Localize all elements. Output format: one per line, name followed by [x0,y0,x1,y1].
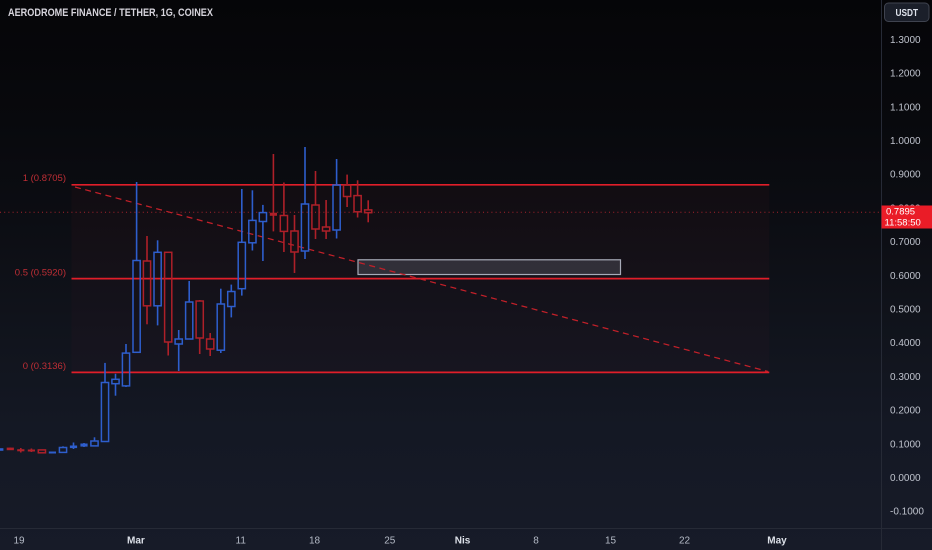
svg-text:May: May [767,536,787,547]
svg-text:0.4000: 0.4000 [890,338,921,349]
svg-text:0.2000: 0.2000 [890,406,921,417]
svg-text:0.7895: 0.7895 [886,207,915,218]
svg-text:1.3000: 1.3000 [890,35,921,46]
svg-text:Mar: Mar [127,536,145,547]
svg-text:1.1000: 1.1000 [890,102,921,113]
svg-text:-0.1000: -0.1000 [890,507,924,518]
svg-text:0.6000: 0.6000 [890,271,921,282]
svg-text:0.5000: 0.5000 [890,305,921,316]
svg-text:1.2000: 1.2000 [890,69,921,80]
svg-text:USDT: USDT [896,7,919,19]
svg-text:19: 19 [13,536,25,547]
svg-text:11: 11 [236,536,247,547]
svg-text:8: 8 [533,536,539,547]
svg-text:0.1000: 0.1000 [890,439,921,450]
svg-text:18: 18 [309,536,321,547]
svg-text:1.0000: 1.0000 [890,136,921,147]
svg-text:Nis: Nis [455,536,471,547]
svg-text:1 (0.8705): 1 (0.8705) [23,173,66,184]
svg-text:AERODROME FINANCE / TETHER, 1G: AERODROME FINANCE / TETHER, 1G, COINEX [8,7,214,19]
svg-text:11:58:50: 11:58:50 [885,217,921,228]
svg-text:0.3000: 0.3000 [890,372,921,383]
svg-text:15: 15 [605,536,617,547]
svg-text:22: 22 [679,536,691,547]
svg-text:0.7000: 0.7000 [890,237,921,248]
svg-text:0.5 (0.5920): 0.5 (0.5920) [15,267,66,278]
svg-text:0 (0.3136): 0 (0.3136) [23,361,66,372]
svg-text:0.0000: 0.0000 [890,473,921,484]
svg-text:0.9000: 0.9000 [890,170,921,181]
svg-text:25: 25 [384,536,396,547]
